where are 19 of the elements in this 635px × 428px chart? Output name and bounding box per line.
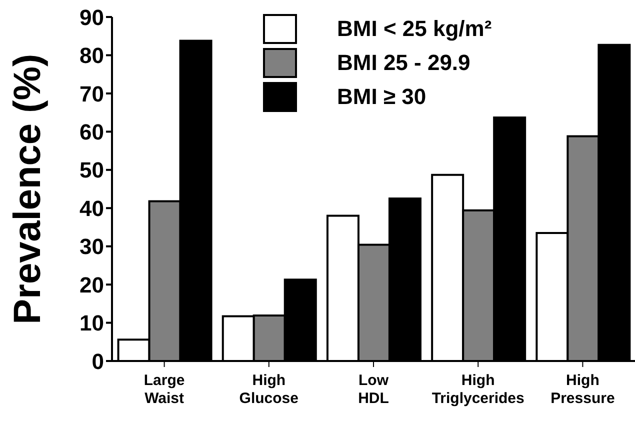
- y-tick-label: 60: [80, 119, 104, 144]
- y-tick-label: 80: [80, 43, 104, 68]
- y-axis-title: Prevalence (%): [7, 54, 49, 324]
- y-tick-label: 90: [80, 4, 104, 30]
- legend-label: BMI < 25 kg/m²: [337, 16, 492, 42]
- x-tick-label: High Triglycerides: [432, 372, 524, 407]
- legend-label: BMI ≥ 30: [337, 84, 426, 110]
- y-tick-label: 50: [80, 158, 104, 183]
- y-tick-label: 10: [80, 310, 104, 336]
- legend-label: BMI 25 - 29.9: [337, 50, 470, 76]
- x-tick-label: Low HDL: [358, 372, 389, 407]
- y-tick-label: 30: [80, 234, 104, 260]
- y-tick-label: 20: [80, 272, 104, 298]
- y-tick-label: 0: [92, 348, 104, 374]
- x-tick-label: High Glucose: [239, 372, 298, 407]
- y-tick-label: 40: [80, 196, 104, 221]
- x-tick-label: High Pressure: [550, 372, 615, 407]
- x-tick-label: Large Waist: [144, 372, 185, 407]
- y-tick-label: 70: [80, 81, 104, 106]
